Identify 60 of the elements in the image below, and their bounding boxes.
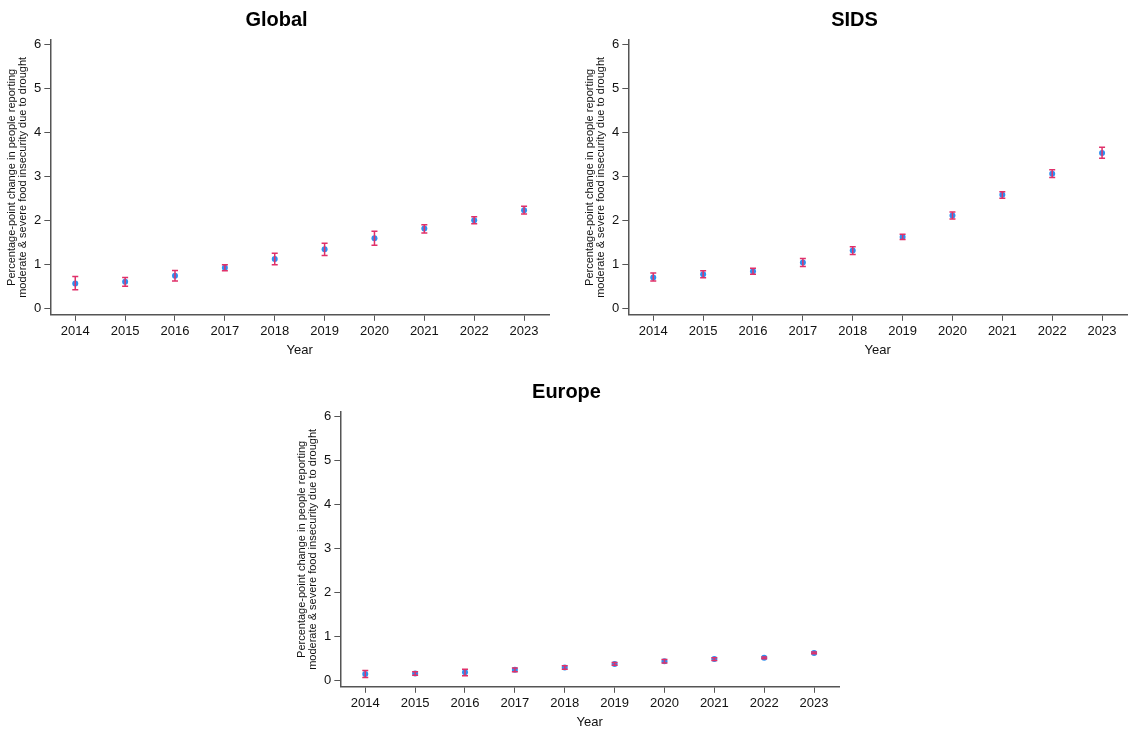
y-tick-label: 0 <box>612 299 620 315</box>
x-tick-label: 2023 <box>1087 323 1117 339</box>
y-tick-label: 3 <box>34 167 42 183</box>
y-tick-label: 3 <box>324 539 332 555</box>
chart-title: SIDS <box>831 7 878 30</box>
y-tick-label: 1 <box>324 627 332 643</box>
x-tick-label: 2020 <box>650 695 679 711</box>
x-tick-label: 2016 <box>738 323 768 339</box>
x-tick-label: 2019 <box>600 695 630 711</box>
x-tick-label: 2017 <box>788 323 818 339</box>
y-tick-label: 2 <box>324 583 332 599</box>
x-tick-label: 2023 <box>509 323 539 339</box>
x-tick-label: 2019 <box>888 323 918 339</box>
x-axis-title: Year <box>864 341 892 357</box>
x-tick-label: 2023 <box>799 695 829 711</box>
y-tick-label: 6 <box>324 407 332 423</box>
x-tick-label: 2017 <box>210 323 240 339</box>
y-tick-label: 3 <box>612 167 620 183</box>
chart-title: Global <box>245 7 308 30</box>
y-tick-label: 5 <box>612 79 620 95</box>
x-tick-label: 2015 <box>688 323 718 339</box>
chart-title: Europe <box>532 379 601 402</box>
y-tick-label: 2 <box>612 211 620 227</box>
x-tick-label: 2014 <box>350 695 380 711</box>
y-tick-label: 1 <box>34 255 42 271</box>
x-tick-label: 2014 <box>638 323 668 339</box>
x-axis-title: Year <box>286 341 314 357</box>
x-tick-label: 2015 <box>110 323 140 339</box>
y-tick-label: 5 <box>324 451 332 467</box>
x-tick-label: 2018 <box>260 323 290 339</box>
y-tick-label: 4 <box>612 123 620 139</box>
y-tick-label: 0 <box>324 671 332 687</box>
y-axis-title: Percentage-point change in people reporting moderate & severe food insecurity due to drought <box>4 56 29 298</box>
x-tick-label: 2018 <box>550 695 580 711</box>
x-tick-label: 2022 <box>749 695 779 711</box>
x-tick-label: 2022 <box>1037 323 1067 339</box>
x-tick-label: 2014 <box>60 323 90 339</box>
x-tick-label: 2020 <box>360 323 389 339</box>
y-tick-label: 4 <box>324 495 332 511</box>
x-tick-label: 2022 <box>459 323 489 339</box>
x-tick-label: 2016 <box>160 323 190 339</box>
x-tick-label: 2021 <box>409 323 439 339</box>
x-tick-label: 2016 <box>450 695 480 711</box>
y-tick-label: 2 <box>34 211 42 227</box>
x-tick-label: 2018 <box>838 323 868 339</box>
y-tick-label: 4 <box>34 123 42 139</box>
y-tick-label: 6 <box>612 35 620 51</box>
y-axis-title: Percentage-point change in people reporting moderate & severe food insecurity due to drought <box>294 428 319 670</box>
y-tick-label: 6 <box>34 35 42 51</box>
x-tick-label: 2019 <box>310 323 340 339</box>
y-axis-title: Percentage-point change in people reporting moderate & severe food insecurity due to drought <box>582 56 607 298</box>
y-tick-label: 0 <box>34 299 42 315</box>
x-tick-label: 2015 <box>400 695 430 711</box>
x-tick-label: 2017 <box>500 695 530 711</box>
y-tick-label: 5 <box>34 79 42 95</box>
x-tick-label: 2021 <box>987 323 1017 339</box>
y-tick-label: 1 <box>612 255 620 271</box>
x-tick-label: 2020 <box>938 323 967 339</box>
x-tick-label: 2021 <box>699 695 729 711</box>
x-axis-title: Year <box>576 713 604 729</box>
